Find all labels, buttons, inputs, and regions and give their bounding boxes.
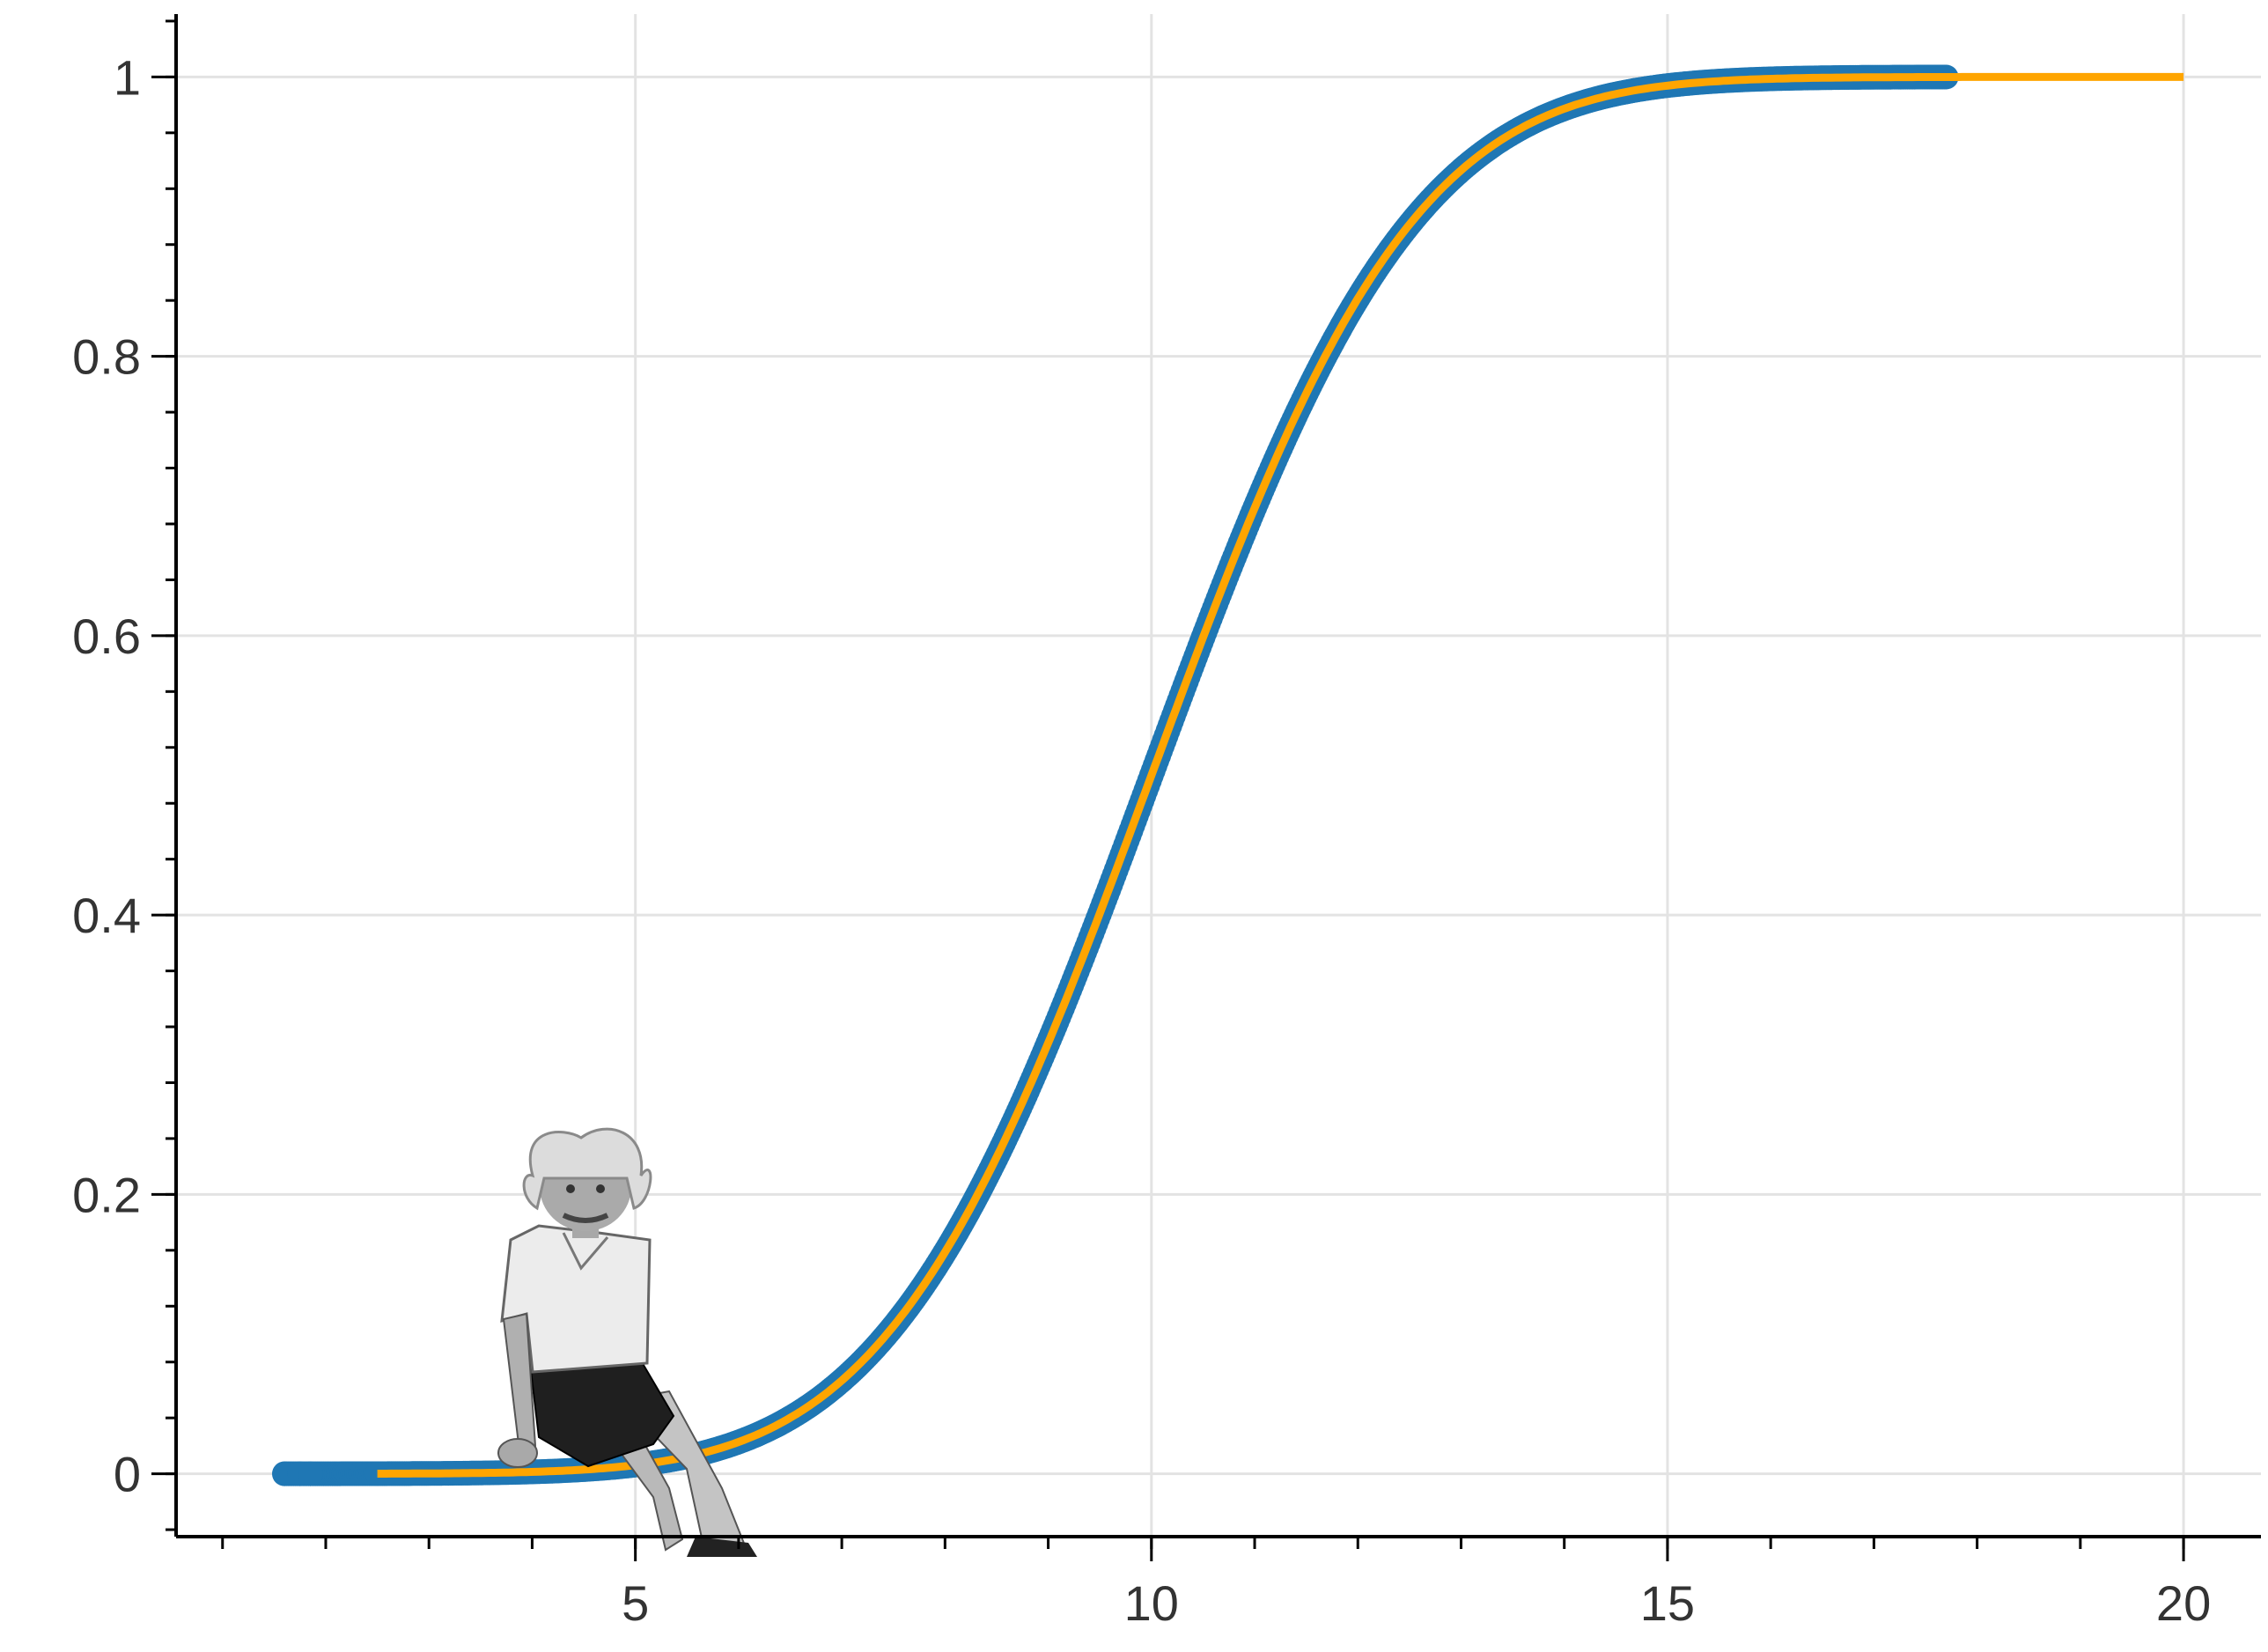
- axes: [151, 14, 2261, 1561]
- x-tick-label: 10: [1124, 1575, 1179, 1631]
- y-tick-label: 0.4: [72, 888, 141, 943]
- y-tick-label: 1: [114, 49, 141, 105]
- y-tick-label: 0.2: [72, 1167, 141, 1222]
- tick-labels: 00.20.40.60.815 10 15 20: [72, 49, 2211, 1631]
- y-tick-label: 0.6: [72, 608, 141, 664]
- x-tick-label: 20: [2156, 1575, 2211, 1631]
- y-tick-label: 0.8: [72, 329, 141, 385]
- grid-layer: [176, 14, 2261, 1537]
- y-tick-label: 0: [114, 1447, 141, 1502]
- einstein-photo-icon: [497, 1127, 757, 1557]
- x-tick-label: 5: [622, 1575, 649, 1631]
- data-point: [298, 1461, 323, 1486]
- x-tick-label: 15: [1640, 1575, 1695, 1631]
